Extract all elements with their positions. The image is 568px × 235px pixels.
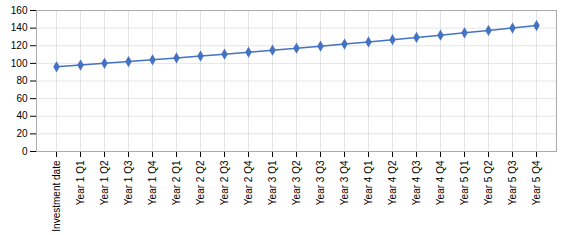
svg-text:Year 5 Q4: Year 5 Q4 bbox=[531, 160, 542, 205]
svg-text:Year 4 Q4: Year 4 Q4 bbox=[435, 160, 446, 205]
svg-text:Year 5 Q2: Year 5 Q2 bbox=[483, 160, 494, 205]
svg-text:Year 4 Q3: Year 4 Q3 bbox=[411, 160, 422, 205]
svg-text:100: 100 bbox=[11, 58, 28, 69]
svg-text:Year 1 Q4: Year 1 Q4 bbox=[147, 160, 158, 205]
svg-text:Investment date: Investment date bbox=[51, 160, 62, 232]
svg-text:Year 3 Q2: Year 3 Q2 bbox=[291, 160, 302, 205]
svg-text:160: 160 bbox=[11, 5, 28, 16]
svg-text:Year 3 Q3: Year 3 Q3 bbox=[315, 160, 326, 205]
svg-text:20: 20 bbox=[16, 128, 28, 139]
svg-text:40: 40 bbox=[16, 110, 28, 121]
svg-text:Year 5 Q3: Year 5 Q3 bbox=[507, 160, 518, 205]
svg-text:Year 2 Q2: Year 2 Q2 bbox=[195, 160, 206, 205]
svg-text:80: 80 bbox=[16, 75, 28, 86]
svg-text:Year 4 Q1: Year 4 Q1 bbox=[363, 160, 374, 205]
svg-text:Year 2 Q1: Year 2 Q1 bbox=[171, 160, 182, 205]
svg-text:Year 1 Q3: Year 1 Q3 bbox=[123, 160, 134, 205]
svg-text:Year 1 Q2: Year 1 Q2 bbox=[99, 160, 110, 205]
svg-text:140: 140 bbox=[11, 22, 28, 33]
svg-text:0: 0 bbox=[22, 146, 28, 157]
svg-text:Year 2 Q4: Year 2 Q4 bbox=[243, 160, 254, 205]
svg-text:Year 2 Q3: Year 2 Q3 bbox=[219, 160, 230, 205]
svg-text:120: 120 bbox=[11, 40, 28, 51]
svg-text:Year 1 Q1: Year 1 Q1 bbox=[75, 160, 86, 205]
svg-text:60: 60 bbox=[16, 93, 28, 104]
svg-text:Year 4 Q2: Year 4 Q2 bbox=[387, 160, 398, 205]
svg-text:Year 3 Q1: Year 3 Q1 bbox=[267, 160, 278, 205]
svg-text:Year 5 Q1: Year 5 Q1 bbox=[459, 160, 470, 205]
svg-text:Year 3 Q4: Year 3 Q4 bbox=[339, 160, 350, 205]
